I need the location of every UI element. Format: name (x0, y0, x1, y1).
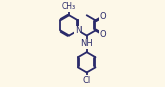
Text: O: O (99, 30, 106, 39)
Text: CH₃: CH₃ (62, 2, 76, 11)
Text: N: N (75, 26, 81, 35)
Text: O: O (99, 12, 106, 21)
Text: NH: NH (80, 39, 93, 48)
Text: Cl: Cl (82, 76, 91, 85)
Text: N: N (75, 26, 81, 35)
